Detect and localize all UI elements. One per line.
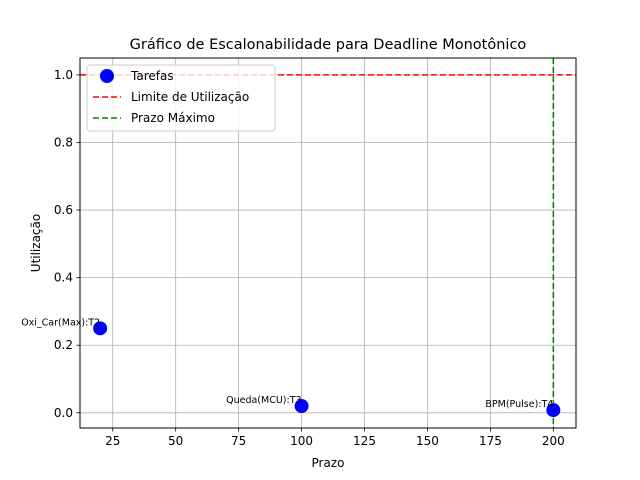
y-tick-label: 0.2 bbox=[54, 338, 73, 352]
chart-title: Gráfico de Escalonabilidade para Deadlin… bbox=[130, 37, 527, 53]
data-point-label: BPM(Pulse):T4 bbox=[485, 399, 553, 410]
legend: Tarefas Limite de Utilização Prazo Máxim… bbox=[86, 64, 276, 132]
y-tick-label: 0.4 bbox=[54, 271, 73, 285]
data-point bbox=[93, 321, 108, 336]
x-tick-label: 75 bbox=[231, 434, 246, 448]
y-tick-label: 1.0 bbox=[54, 68, 73, 82]
legend-box bbox=[86, 64, 276, 132]
x-tick-label: 200 bbox=[542, 434, 565, 448]
legend-marker-tarefas bbox=[100, 69, 114, 83]
x-axis-title: Prazo bbox=[312, 456, 345, 470]
axis-ticks: 25 50 75 100 125 150 175 200 0.0 0.2 0.4 0.6 0.8 1.0 bbox=[54, 68, 565, 448]
x-tick-label: 175 bbox=[479, 434, 502, 448]
legend-label-prazo: Prazo Máximo bbox=[131, 111, 215, 125]
data-point bbox=[546, 403, 561, 418]
plot-area-frame bbox=[79, 57, 577, 429]
y-tick-label: 0.0 bbox=[54, 406, 73, 420]
y-axis-title: Utilização bbox=[29, 214, 43, 272]
data-point-label: Queda(MCU):T3 bbox=[226, 395, 301, 406]
data-point bbox=[294, 399, 309, 414]
x-tick-label: 100 bbox=[290, 434, 313, 448]
legend-label-tarefas: Tarefas bbox=[130, 69, 174, 83]
x-tick-label: 125 bbox=[353, 434, 376, 448]
y-tick-label: 0.6 bbox=[54, 203, 73, 217]
x-tick-label: 50 bbox=[168, 434, 183, 448]
y-tick-label: 0.8 bbox=[54, 135, 73, 149]
x-tick-label: 150 bbox=[416, 434, 439, 448]
x-tick-label: 25 bbox=[105, 434, 120, 448]
data-point-label: Oxi_Car(Max):T2 bbox=[21, 317, 100, 328]
data-points bbox=[93, 321, 561, 418]
legend-label-limite: Limite de Utilização bbox=[131, 90, 249, 104]
point-labels: Oxi_Car(Max):T2 Queda(MCU):T3 BPM(Pulse):T… bbox=[21, 317, 553, 410]
